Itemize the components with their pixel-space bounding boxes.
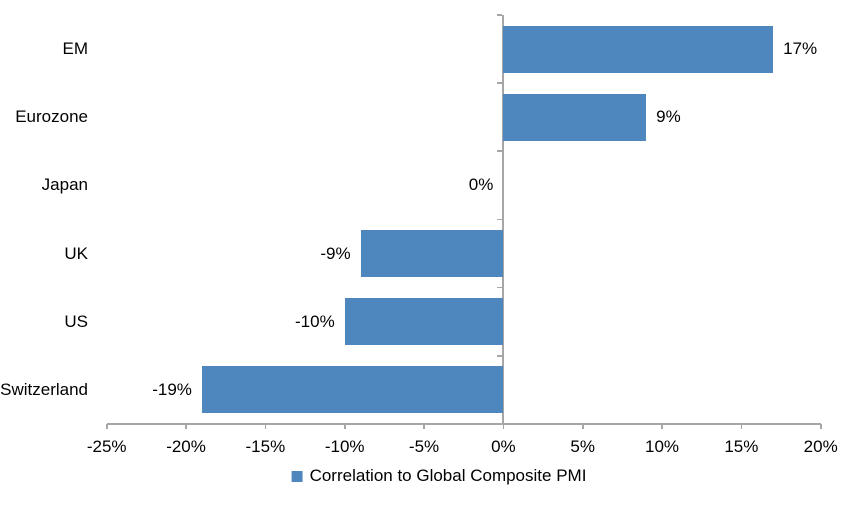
x-axis-line <box>106 423 821 425</box>
bar-switzerland <box>201 366 504 414</box>
category-tick <box>497 354 503 357</box>
x-tick-label: 15% <box>724 437 759 456</box>
category-label: Japan <box>41 175 88 195</box>
x-tick <box>423 424 425 429</box>
value-label: 9% <box>656 107 681 127</box>
category-tick <box>497 82 503 84</box>
x-tick <box>343 424 346 429</box>
x-tick-label: 5% <box>570 437 595 456</box>
value-label: -10% <box>295 311 335 331</box>
category-tick <box>497 286 503 289</box>
x-tick-label: 20% <box>803 437 838 456</box>
bar-uk <box>360 230 504 278</box>
category-tick <box>497 14 503 16</box>
bar-em <box>503 25 774 73</box>
x-tick <box>105 424 108 429</box>
category-label: EM <box>62 39 89 59</box>
value-label: 0% <box>468 175 494 195</box>
x-tick <box>581 424 584 429</box>
x-tick <box>661 424 663 429</box>
x-tick-label: -5% <box>408 437 440 456</box>
value-label: 17% <box>783 39 818 59</box>
category-label: US <box>64 311 88 331</box>
x-tick <box>819 424 822 429</box>
value-label: -19% <box>152 379 192 399</box>
x-tick-label: -20% <box>166 437 206 456</box>
category-label: Eurozone <box>15 107 88 127</box>
x-tick <box>264 424 267 429</box>
x-tick-label: -10% <box>324 437 365 456</box>
value-label: -9% <box>320 243 351 263</box>
x-tick-label: -15% <box>245 437 286 456</box>
x-tick-label: 10% <box>645 437 680 456</box>
legend-swatch-icon <box>291 470 303 482</box>
bar-us <box>344 298 504 346</box>
x-tick-label: -25% <box>86 437 127 456</box>
legend: Correlation to Global Composite PMI <box>291 466 587 486</box>
x-tick <box>740 424 743 429</box>
bar-eurozone <box>503 93 647 141</box>
x-tick <box>502 424 505 429</box>
category-label: UK <box>64 243 88 263</box>
legend-label: Correlation to Global Composite PMI <box>309 466 587 485</box>
category-tick <box>497 150 503 153</box>
x-tick <box>185 424 187 429</box>
y-axis-line <box>502 15 505 424</box>
category-tick <box>497 218 503 221</box>
category-tick <box>497 423 503 425</box>
category-label: Switzerland <box>0 379 88 399</box>
x-tick-label: 0% <box>491 437 516 456</box>
